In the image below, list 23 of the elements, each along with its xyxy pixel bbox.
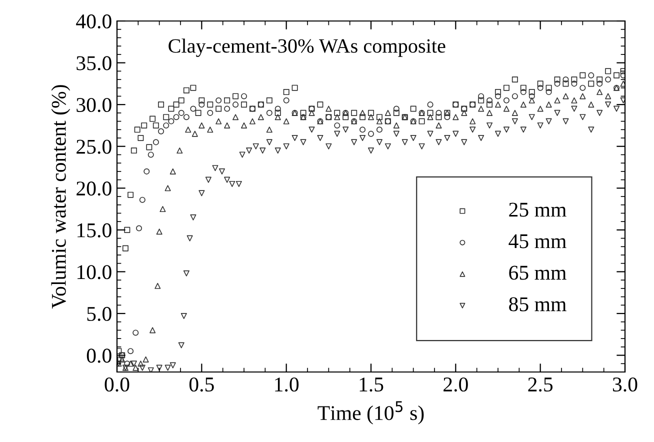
x-tick-label: 0.5 xyxy=(189,377,214,392)
x-tick-label: 2.0 xyxy=(444,377,468,392)
y-tick-label: 25.0 xyxy=(76,140,112,154)
x-tick-label: 1.5 xyxy=(360,378,384,392)
legend-label: 65 mm xyxy=(509,266,566,280)
y-axis-title: Volumic water content (%) xyxy=(51,85,70,309)
annotation: Clay-cement-30% WAs composite xyxy=(168,38,446,57)
x-tick-label: 0.0 xyxy=(104,377,130,392)
x-axis-title: Time (10$^{5}$ s) xyxy=(318,401,424,424)
legend-label: 25 mm xyxy=(509,202,566,217)
x-tick-label: 1.0 xyxy=(275,377,299,392)
y-tick-label: 10.0 xyxy=(78,265,112,280)
y-tick-label: 0.0 xyxy=(86,348,112,363)
y-tick-label: 5.0 xyxy=(87,306,112,322)
x-tick-label: 3.0 xyxy=(612,377,638,392)
x-tick-label: 2.5 xyxy=(528,378,553,392)
y-tick-label: 35.0 xyxy=(76,56,112,70)
legend-label: 85 mm xyxy=(509,297,566,312)
y-tick-label: 20.0 xyxy=(76,182,112,196)
y-tick-label: 30.0 xyxy=(76,98,112,112)
y-tick-label: 15.0 xyxy=(78,223,112,238)
y-tick-label: 40.0 xyxy=(76,14,112,29)
legend-label: 45 mm xyxy=(508,234,566,248)
